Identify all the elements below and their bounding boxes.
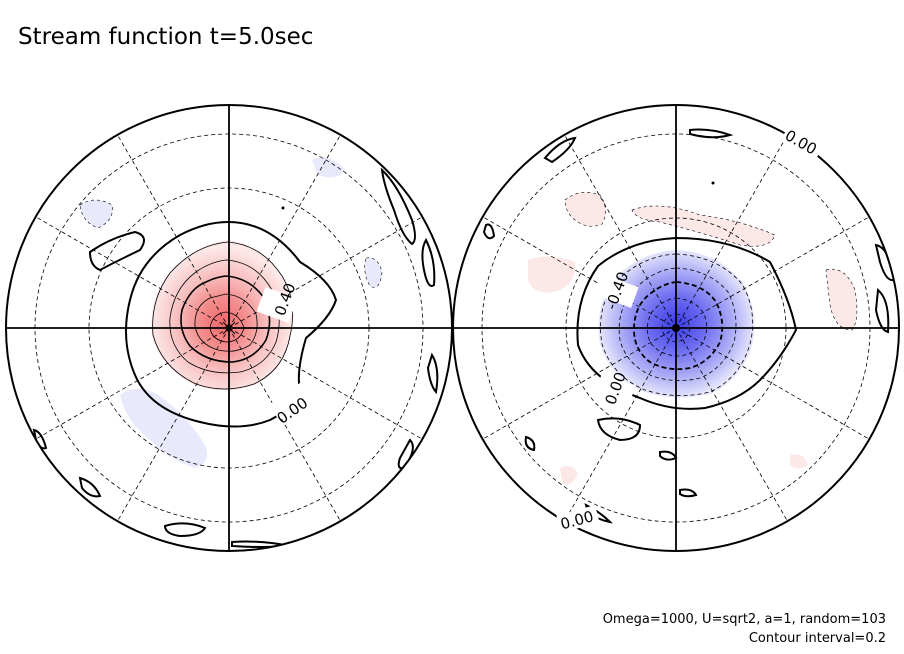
right-dot: [711, 181, 715, 185]
left-hemisphere: 0.40 0.00: [5, 104, 453, 552]
right-positive-patch: [631, 205, 776, 247]
left-rim-contour: [88, 230, 145, 272]
right-rim-contour: [659, 450, 678, 461]
left-negative-patch: [79, 199, 113, 229]
plot-title: Stream function t=5.0sec: [18, 24, 314, 50]
left-negative-patch: [120, 388, 208, 468]
contour-label: 0.00: [559, 507, 596, 533]
left-negative-patch: [364, 257, 383, 288]
right-contour: [576, 236, 798, 410]
contour-interval-caption: Contour interval=0.2: [748, 631, 886, 646]
right-rim-contour: [543, 136, 577, 164]
right-rim-contour: [679, 488, 698, 498]
right-positive-patch: [564, 192, 606, 227]
parameters-caption: Omega=1000, U=sqrt2, a=1, random=103: [602, 612, 886, 627]
right-rim-contour: [482, 223, 496, 240]
right-positive-patch: [825, 268, 858, 331]
right-positive-patch: [528, 256, 576, 293]
left-rim-contour: [38, 123, 62, 136]
right-rim-contour: [874, 288, 890, 334]
right-rim-contour: [524, 435, 536, 452]
right-hemisphere: [452, 104, 900, 552]
left-contour: [152, 241, 294, 390]
right-positive-patch: [790, 454, 808, 469]
left-dot: [281, 206, 285, 210]
left-rim-contour: [426, 352, 439, 395]
left-negative-patch: [312, 157, 345, 178]
left-rim-contour: [78, 476, 102, 498]
right-rim-contour: [689, 128, 734, 139]
left-rim-contour: [163, 522, 207, 538]
left-rim-contour: [421, 237, 436, 287]
left-contour: [194, 293, 258, 352]
left-contour: [125, 220, 338, 428]
right-contour: [633, 281, 724, 371]
left-contour: [209, 311, 245, 343]
right-contour: [596, 417, 642, 442]
right-positive-patch: [560, 466, 578, 485]
left-rim-contour: [380, 167, 416, 246]
